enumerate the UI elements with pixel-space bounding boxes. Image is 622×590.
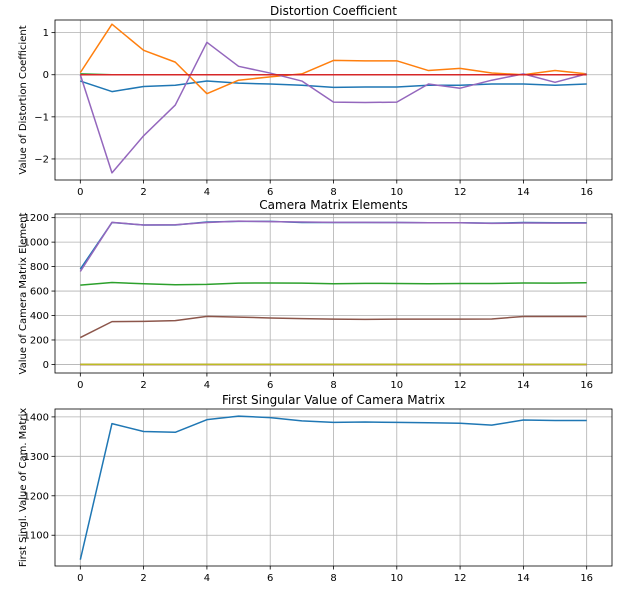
- x-tick-label: 4: [204, 573, 210, 584]
- y-axis-label: Value of Camera Matrix Element: [18, 212, 29, 374]
- y-tick-label: 0: [43, 360, 49, 371]
- x-tick-label: 4: [204, 187, 210, 198]
- x-tick-label: 2: [140, 573, 146, 584]
- first-singular-value-panel: 0 2 4 6 8 10 12 14 16 1100 1200 1300 1400 First Singu…: [18, 393, 613, 584]
- x-tick-label: 6: [267, 187, 273, 198]
- x-tick-label: 2: [140, 187, 146, 198]
- x-tick-label: 14: [517, 187, 530, 198]
- x-tick-label: 10: [390, 380, 403, 391]
- y-tick-label: 0: [43, 70, 49, 81]
- y-tick-label: 400: [30, 311, 49, 322]
- y-tick-label: −2: [34, 154, 49, 165]
- y-tick-label: 1300: [24, 452, 49, 463]
- series-line-5: [79, 315, 587, 339]
- x-tick-label: 8: [330, 187, 336, 198]
- x-tick-label: 12: [454, 380, 467, 391]
- chart-title: First Singular Value of Camera Matrix: [222, 393, 445, 407]
- chart-title: Distortion Coefficient: [270, 4, 397, 18]
- x-tick-label: 6: [267, 380, 273, 391]
- y-tick-label: 1200: [24, 213, 49, 224]
- x-tick-label: 12: [454, 187, 467, 198]
- camera-matrix-elements-panel: 0 2 4 6 8 10 12 14 16 0 200 400 600 800 1000 1200 Camera…: [18, 198, 613, 391]
- y-axis-label: First Singl. Value of Cam. Matrix: [18, 408, 29, 567]
- x-tick-label: 16: [580, 573, 593, 584]
- y-tick-label: 200: [30, 335, 49, 346]
- x-tick-label: 8: [330, 380, 336, 391]
- x-tick-label: 4: [204, 380, 210, 391]
- chart-title: Camera Matrix Elements: [259, 198, 407, 212]
- x-tick-label: 16: [580, 380, 593, 391]
- x-tick-label: 0: [77, 187, 83, 198]
- y-tick-label: 1100: [24, 531, 49, 542]
- x-tick-label: 10: [390, 187, 403, 198]
- x-tick-label: 6: [267, 573, 273, 584]
- x-tick-label: 8: [330, 573, 336, 584]
- x-tick-label: 14: [517, 380, 530, 391]
- x-tick-label: 0: [77, 380, 83, 391]
- series-line-2: [80, 281, 587, 286]
- y-tick-label: 1: [43, 28, 49, 39]
- x-tick-label: 0: [77, 573, 83, 584]
- x-tick-label: 2: [140, 380, 146, 391]
- x-tick-label: 16: [580, 187, 593, 198]
- y-tick-label: 1400: [24, 412, 49, 423]
- y-tick-label: 600: [30, 287, 49, 298]
- y-tick-label: 800: [30, 262, 49, 273]
- y-axis-label: Value of Distortion Coefficient: [18, 25, 29, 174]
- series-line-0: [80, 80, 587, 93]
- series-line-0: [79, 415, 587, 560]
- series-line-4: [79, 220, 587, 272]
- y-tick-label: −1: [34, 112, 49, 123]
- x-tick-label: 12: [454, 573, 467, 584]
- series-line-3: [79, 41, 587, 174]
- distortion-coefficient-panel: 0 2 4 6 8 10 12 14 16 −2 −1 0 1 Distortion Coefficien…: [18, 4, 613, 198]
- x-tick-label: 14: [517, 573, 530, 584]
- series-line-1: [79, 23, 587, 95]
- y-tick-label: 1000: [24, 238, 49, 249]
- y-tick-label: 1200: [24, 491, 49, 502]
- x-tick-label: 10: [390, 573, 403, 584]
